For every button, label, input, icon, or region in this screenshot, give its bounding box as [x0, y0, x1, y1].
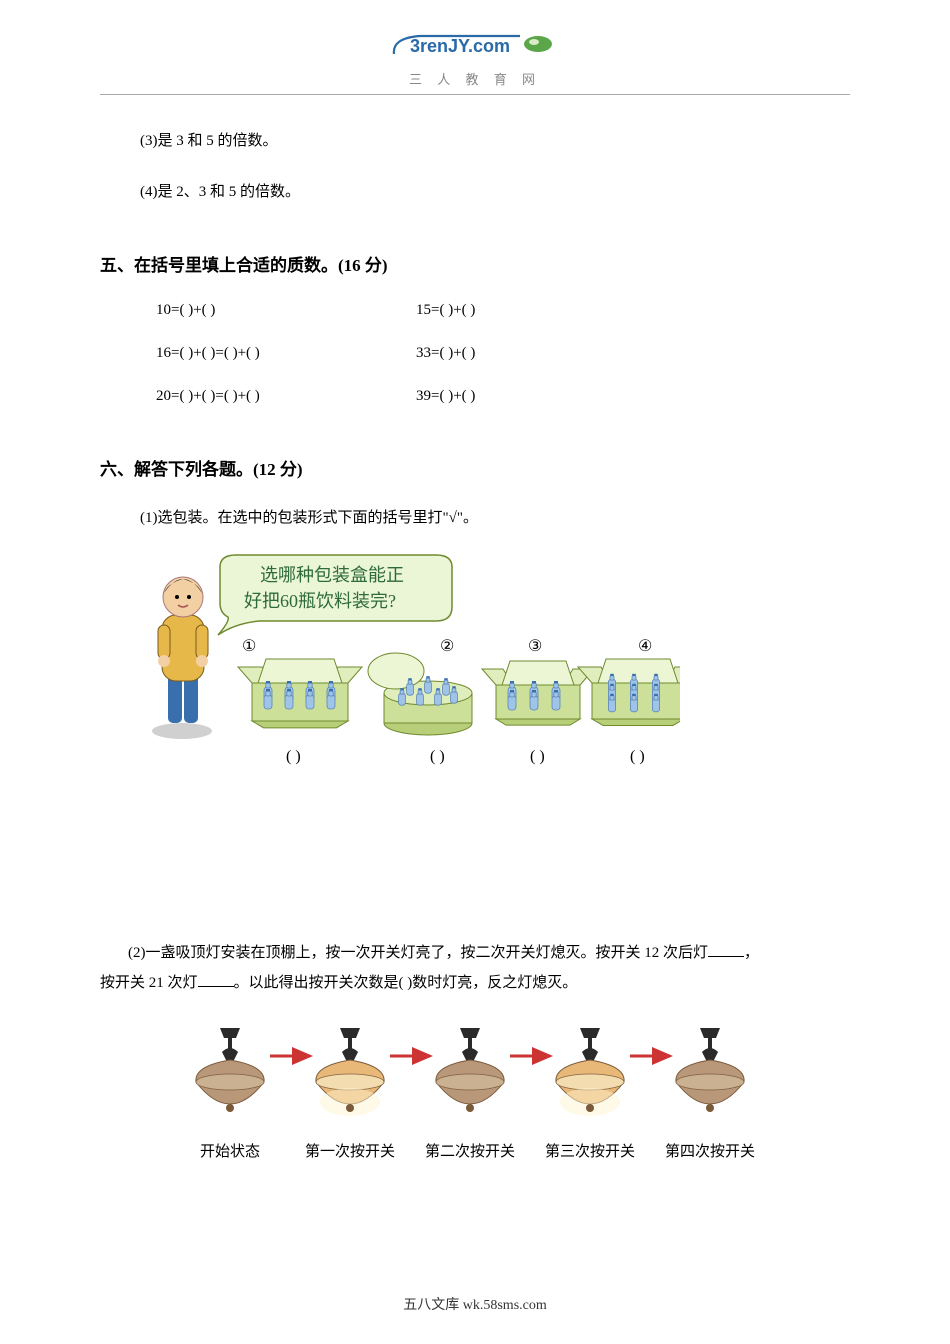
section-5-body: 10=( )+( ) 15=( )+( ) 16=( )+( )=( )+( )… [100, 302, 850, 405]
section-5-title: 五、在括号里填上合适的质数。(16 分) [100, 251, 850, 276]
logo-swoosh-icon: 3renJY.com [390, 30, 560, 58]
svg-text:①: ① [242, 638, 256, 655]
q6-2-l2b: 。以此得出按开关次数是( )数时灯亮，反之灯熄灭。 [234, 975, 578, 991]
svg-text:3renJY.com: 3renJY.com [410, 36, 510, 56]
logo-text-main: 3renJY [410, 36, 470, 56]
blank-1 [708, 942, 744, 957]
eq-row-3: 20=( )+( )=( )+( ) 39=( )+( ) [156, 388, 850, 405]
svg-text:选哪种包装盒能正: 选哪种包装盒能正 [260, 565, 404, 585]
figure-packaging: 选哪种包装盒能正好把60瓶饮料装完? ① ② ③ ④ ( ) ( ) ( ) ( ) [140, 543, 850, 778]
eq-1-left: 10=( )+( ) [156, 302, 416, 319]
page-root: 3renJY.com 三 人 教 育 网 (3)是 3 和 5 的倍数。 (4)… [0, 0, 950, 1344]
q6-1-text: (1)选包装。在选中的包装形式下面的括号里打"√"。 [140, 506, 850, 527]
blank-2 [198, 972, 234, 987]
svg-text:开始状态: 开始状态 [200, 1143, 260, 1160]
q6-2-line1: (2)一盏吸顶灯安装在顶棚上，按一次开关灯亮了，按二次开关灯熄灭。按开关 12 … [100, 938, 850, 968]
header-subtitle: 三 人 教 育 网 [100, 69, 850, 88]
eq-3-left: 20=( )+( )=( )+( ) [156, 388, 416, 405]
svg-text:( ): ( ) [530, 748, 545, 765]
eq-1-right: 15=( )+( ) [416, 302, 475, 319]
packaging-illustration: 选哪种包装盒能正好把60瓶饮料装完? ① ② ③ ④ ( ) ( ) ( ) ( ) [140, 543, 680, 773]
top-carryover: (3)是 3 和 5 的倍数。 (4)是 2、3 和 5 的倍数。 [140, 129, 850, 201]
q6-2-l1b: ， [744, 945, 759, 961]
svg-text:好把60瓶饮料装完?: 好把60瓶饮料装完? [244, 591, 396, 611]
section-6-title: 六、解答下列各题。(12 分) [100, 455, 850, 480]
svg-text:( ): ( ) [286, 748, 301, 765]
q6-2-block: (2)一盏吸顶灯安装在顶棚上，按一次开关灯亮了，按二次开关灯熄灭。按开关 12 … [100, 938, 850, 998]
page-footer: 五八文库 wk.58sms.com [0, 1294, 950, 1314]
logo-text-suffix: .com [468, 36, 510, 56]
eq-2-left: 16=( )+( )=( )+( ) [156, 345, 416, 362]
q6-2-line2: 按开关 21 次灯 。以此得出按开关次数是( )数时灯亮，反之灯熄灭。 [100, 968, 850, 998]
svg-text:( ): ( ) [430, 748, 445, 765]
line-3: (3)是 3 和 5 的倍数。 [140, 129, 850, 150]
header-logo: 3renJY.com [100, 30, 850, 63]
svg-text:第一次按开关: 第一次按开关 [305, 1142, 395, 1160]
q6-2-l1a: (2)一盏吸顶灯安装在顶棚上，按一次开关灯亮了，按二次开关灯熄灭。按开关 12 … [128, 945, 708, 961]
svg-text:( ): ( ) [630, 748, 645, 765]
svg-text:③: ③ [528, 638, 542, 655]
logo-box: 3renJY.com [390, 30, 560, 63]
svg-text:第二次按开关: 第二次按开关 [425, 1142, 515, 1160]
eq-row-2: 16=( )+( )=( )+( ) 33=( )+( ) [156, 345, 850, 362]
svg-text:第三次按开关: 第三次按开关 [545, 1142, 635, 1160]
figure-lamps: 开始状态 第一次按开关 第二次按开关 第三次按开关 第四次按开关 [100, 1016, 850, 1191]
svg-text:②: ② [440, 638, 454, 655]
header-divider [100, 94, 850, 95]
svg-text:④: ④ [638, 638, 652, 655]
eq-2-right: 33=( )+( ) [416, 345, 475, 362]
svg-text:第四次按开关: 第四次按开关 [665, 1142, 755, 1160]
q6-2-l2a: 按开关 21 次灯 [100, 975, 198, 991]
eq-row-1: 10=( )+( ) 15=( )+( ) [156, 302, 850, 319]
lamps-illustration: 开始状态 第一次按开关 第二次按开关 第三次按开关 第四次按开关 [170, 1016, 780, 1186]
line-4: (4)是 2、3 和 5 的倍数。 [140, 180, 850, 201]
eq-3-right: 39=( )+( ) [416, 388, 475, 405]
